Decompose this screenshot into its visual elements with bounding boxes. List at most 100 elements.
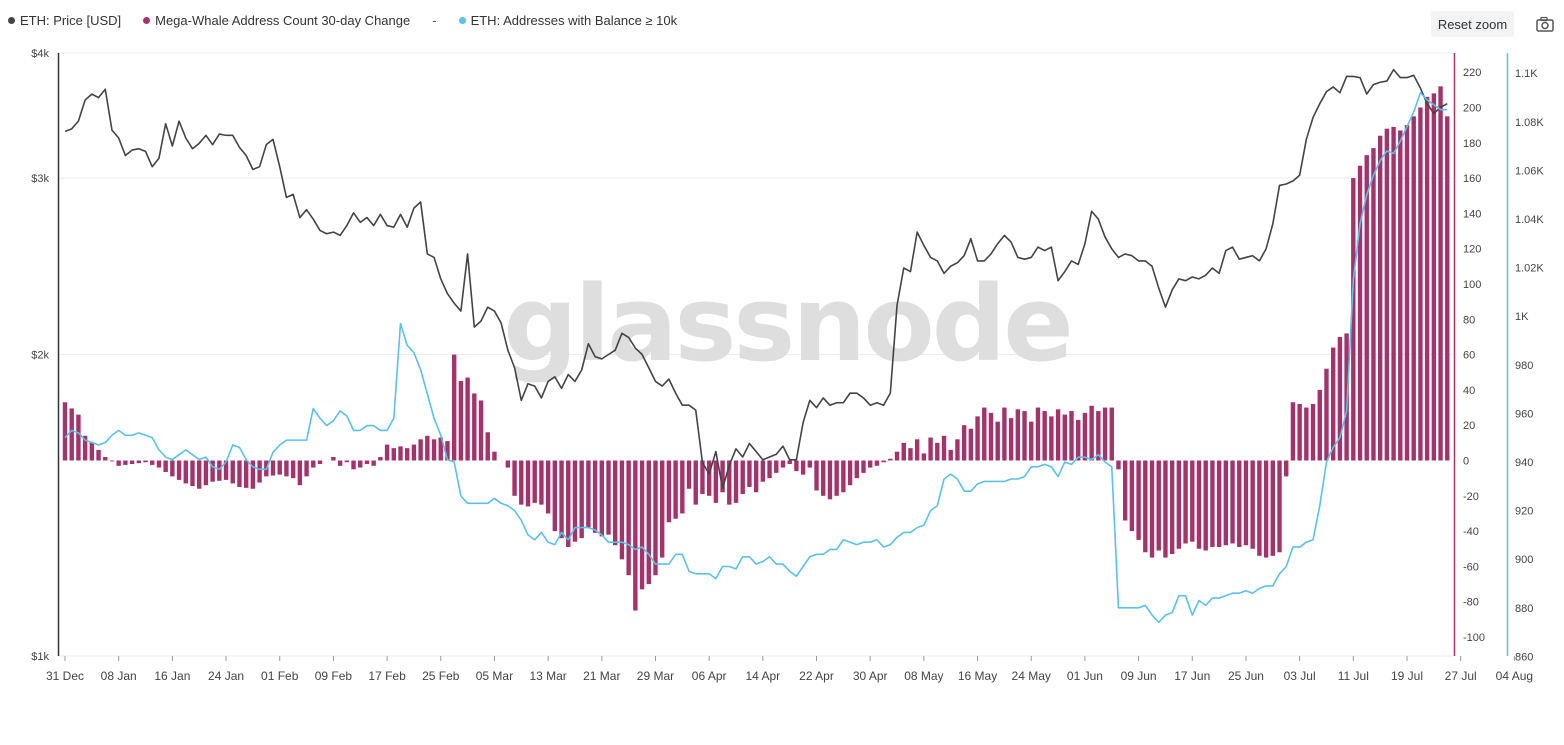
left-axis-tick-label: $3k xyxy=(31,173,49,185)
change-bar xyxy=(1364,155,1369,461)
right-axis-addresses-tick-label: 940 xyxy=(1515,457,1533,469)
change-bar xyxy=(1143,460,1148,553)
change-bar xyxy=(847,460,853,486)
change-bar xyxy=(358,460,363,468)
x-axis-tick-label: 04 Aug xyxy=(1496,669,1533,683)
change-bar xyxy=(881,460,886,463)
change-bar xyxy=(760,460,766,482)
change-bar xyxy=(425,435,430,461)
gridlines xyxy=(58,52,1453,657)
change-bar xyxy=(1371,148,1376,461)
right-axis-change-tick-label: 140 xyxy=(1463,208,1481,220)
right-axis-change-tick-label: 220 xyxy=(1463,67,1481,79)
tick-labels: $1k $2k $3k $4k -100 -80 -60 -40 -20 0 20 40 60 80 100… xyxy=(31,48,1544,683)
change-bar xyxy=(1136,460,1141,540)
right-axis-change-tick-label: 100 xyxy=(1463,279,1481,291)
change-bar xyxy=(512,460,517,496)
change-bar xyxy=(183,460,188,484)
right-axis-change-tick-label: 120 xyxy=(1463,244,1481,256)
change-bar xyxy=(1156,460,1161,551)
change-bar xyxy=(545,460,551,514)
change-bar xyxy=(351,460,356,470)
legend-item-price[interactable]: ETH: Price [USD] xyxy=(8,13,121,28)
change-bar xyxy=(1022,411,1027,461)
change-bar xyxy=(445,441,450,461)
change-bar xyxy=(197,460,202,489)
legend-item-mega-whale-change[interactable]: Mega-Whale Address Count 30-day Change xyxy=(143,13,410,28)
change-bar xyxy=(378,456,383,461)
change-bar xyxy=(941,435,947,461)
change-bar xyxy=(1445,116,1450,461)
change-bar xyxy=(237,460,242,487)
change-bar xyxy=(451,354,457,461)
right-axis-addresses-tick-label: 860 xyxy=(1515,651,1533,663)
change-bar xyxy=(619,460,625,560)
x-axis-tick-label: 09 Feb xyxy=(315,669,353,683)
x-axis-tick-label: 30 Apr xyxy=(853,669,888,683)
change-bar xyxy=(277,460,282,475)
legend-item-addresses-10k[interactable]: ETH: Addresses with Balance ≥ 10k xyxy=(458,13,677,28)
change-bar xyxy=(1431,93,1437,461)
x-axis-tick-label: 24 Jan xyxy=(208,669,244,683)
change-bar xyxy=(150,460,155,465)
addresses-line xyxy=(64,91,1448,624)
change-bar xyxy=(1263,460,1269,558)
change-bar xyxy=(780,460,786,468)
right-axis-addresses-tick-label: 1.06K xyxy=(1515,165,1544,177)
change-bar xyxy=(391,448,396,461)
change-bar xyxy=(1049,416,1054,461)
x-axis-tick-label: 29 Mar xyxy=(637,669,674,683)
reset-zoom-button[interactable]: Reset zoom xyxy=(1431,11,1514,37)
change-bar xyxy=(586,460,591,528)
change-bar xyxy=(1391,126,1396,461)
change-bar xyxy=(1438,86,1443,461)
x-axis-tick-label: 09 Jun xyxy=(1121,669,1157,683)
change-bar xyxy=(297,460,303,486)
change-bar xyxy=(1404,125,1410,461)
change-bar xyxy=(599,460,604,537)
change-bar xyxy=(1351,178,1356,461)
change-bar xyxy=(861,460,866,473)
change-bar xyxy=(243,460,249,488)
change-bar xyxy=(405,448,410,461)
change-bar xyxy=(270,460,276,476)
camera-icon[interactable] xyxy=(1534,14,1556,36)
right-axis-change-tick-label: 200 xyxy=(1463,103,1481,115)
right-axis-addresses-tick-label: 1.1K xyxy=(1515,68,1538,80)
x-axis-tick-label: 05 Mar xyxy=(476,669,513,683)
change-bar xyxy=(163,460,168,472)
x-axis-tick-label: 16 May xyxy=(958,669,997,683)
change-bar xyxy=(284,460,289,477)
change-bar xyxy=(975,416,980,461)
change-bar xyxy=(76,414,81,461)
chart-legend: ETH: Price [USD] Mega-Whale Address Coun… xyxy=(8,9,699,31)
change-bar xyxy=(1076,419,1081,461)
change-bar xyxy=(1109,407,1114,461)
change-bar xyxy=(82,435,88,461)
line-series xyxy=(64,68,1448,624)
change-bar xyxy=(465,377,470,461)
change-bar xyxy=(693,460,698,505)
x-axis-tick-label: 01 Feb xyxy=(261,669,299,683)
change-bar xyxy=(304,460,309,477)
change-bar xyxy=(485,432,490,461)
change-bar xyxy=(492,451,497,461)
change-bar xyxy=(666,460,672,523)
change-bar xyxy=(1163,460,1168,558)
x-axis-tick-label: 24 May xyxy=(1012,669,1051,683)
x-axis-tick-label: 25 Feb xyxy=(422,669,460,683)
change-bar xyxy=(592,460,598,533)
change-bar xyxy=(1176,460,1182,549)
change-bar xyxy=(123,460,128,465)
change-bar xyxy=(673,460,678,519)
change-bar xyxy=(1270,460,1275,556)
change-bar xyxy=(827,460,833,500)
bar-series-mega-whale-change xyxy=(62,86,1450,611)
change-bar xyxy=(579,460,584,539)
change-bar xyxy=(1284,460,1289,477)
change-bar xyxy=(411,444,417,461)
change-bar xyxy=(1216,460,1222,547)
legend-dot-mega-whale-icon xyxy=(143,16,151,24)
change-bar xyxy=(659,460,665,558)
